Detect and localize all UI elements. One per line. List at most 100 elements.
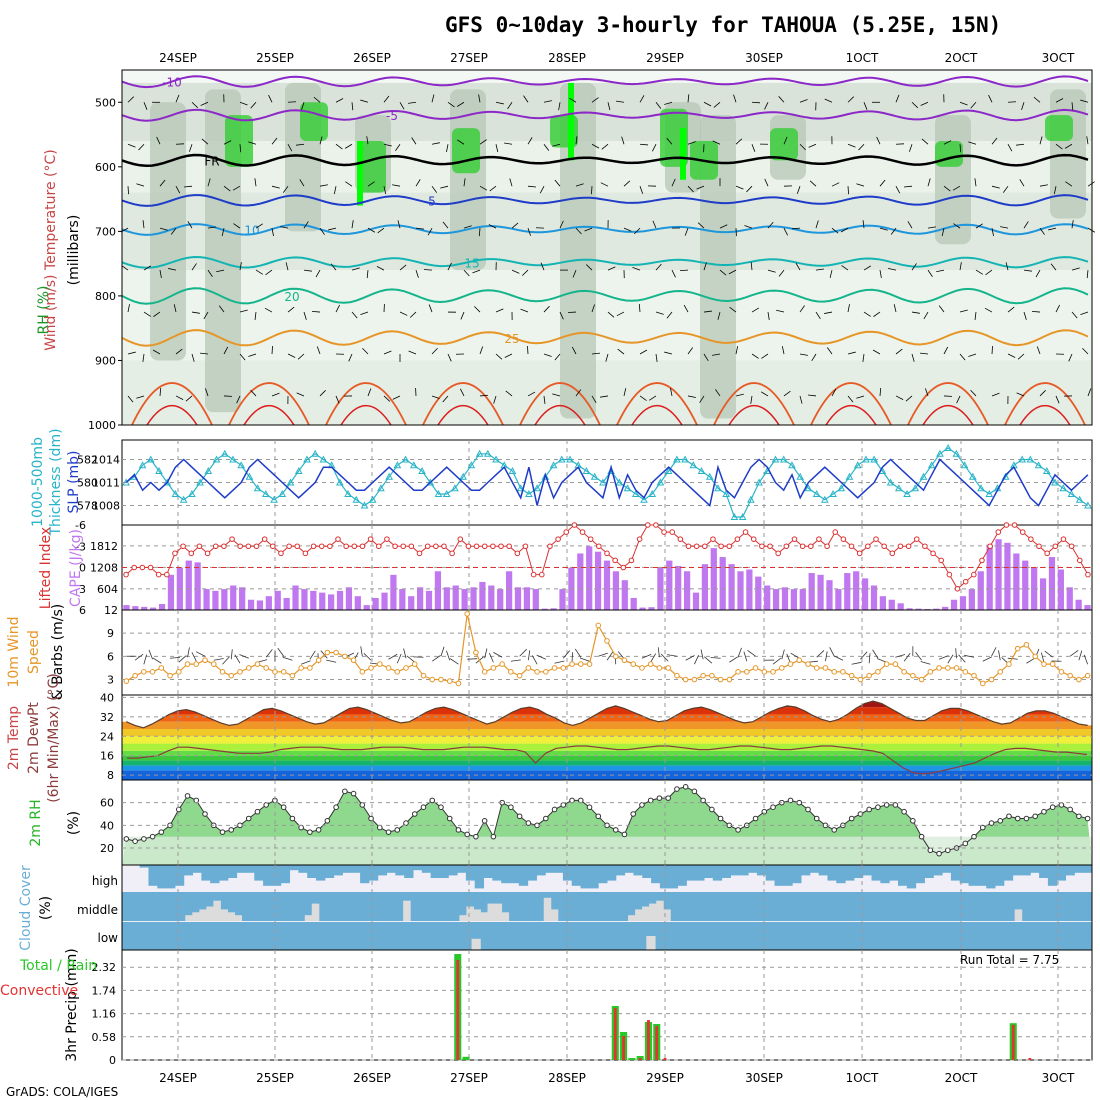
wind-speed-series-point — [971, 672, 977, 679]
rh-series-point — [892, 802, 899, 808]
thickness-series-point — [426, 478, 435, 486]
wind-barb — [943, 185, 951, 192]
wind-barb — [299, 179, 305, 187]
wind-barb — [399, 264, 407, 271]
wind-barb — [523, 95, 529, 103]
wind-barb — [447, 101, 455, 108]
cloud-clear-bar — [220, 909, 228, 921]
wind-barb — [1087, 388, 1092, 397]
pressure-tick: 500 — [95, 96, 116, 109]
wind-barb — [634, 227, 641, 235]
cloud-high-bar — [368, 865, 379, 881]
wind-speed-series-point — [717, 676, 724, 683]
wind-barb — [959, 309, 968, 313]
cape-bar — [123, 605, 130, 610]
wind-barb — [750, 395, 753, 404]
thickness-series-point — [788, 461, 796, 469]
wind-barb — [733, 94, 737, 103]
thickness-series-point — [188, 489, 196, 497]
wind-barb — [970, 389, 977, 397]
wind-barb — [285, 262, 289, 271]
wind-barb — [153, 311, 161, 317]
wind-barb — [185, 395, 193, 402]
rh-series-point — [184, 793, 191, 799]
wind-barb — [255, 269, 263, 275]
wind-barb — [152, 349, 161, 355]
wind-barb — [127, 351, 136, 355]
rh-series-point — [1006, 813, 1012, 820]
cloud-clear-bar — [459, 915, 467, 921]
wind-barb — [617, 348, 625, 355]
wind-barb — [927, 178, 931, 187]
cloud-high-bar — [192, 865, 202, 873]
wind-barb — [257, 659, 268, 663]
thickness-series-point — [557, 455, 566, 463]
pressure-tick: 700 — [95, 225, 116, 238]
cloud-high-bar — [139, 865, 149, 868]
cloud-high-bar — [933, 865, 943, 876]
slp-series — [125, 458, 1089, 507]
cloud-high-bar — [536, 865, 546, 876]
lifted-index-series-point — [302, 550, 309, 557]
cloud-high-bar — [712, 865, 723, 881]
wind-barb — [903, 653, 911, 662]
temp-tick: 32 — [100, 711, 114, 724]
lifted-index-series-point — [196, 543, 203, 550]
wind-barb — [687, 395, 696, 398]
wind-speed-series-point — [1006, 661, 1012, 667]
rh-series-point — [875, 804, 881, 811]
thickness-series-point — [599, 478, 607, 486]
wind-barb — [712, 140, 721, 145]
thickness-series-point — [393, 461, 402, 469]
wind-barb — [351, 220, 354, 229]
isotherm-30-loop — [228, 382, 310, 426]
wind-barb — [585, 264, 593, 271]
isotherm-30-loop — [1004, 382, 1086, 426]
cape-bar — [648, 607, 655, 610]
wind-speed-series-point — [237, 669, 243, 675]
wind-barb — [799, 99, 808, 103]
wind-speed-series-point — [691, 676, 698, 683]
cape-bar — [265, 596, 272, 610]
wind-barb — [159, 387, 162, 396]
thickness-series-point — [286, 478, 295, 486]
wind-barb — [383, 395, 391, 402]
lifted-index-series-point — [343, 543, 349, 550]
wind-barb — [985, 269, 993, 276]
wind-barb — [911, 101, 919, 109]
lifted-index-series-point — [979, 557, 985, 564]
rh-unit: (%) — [66, 811, 82, 835]
cloud-level-label: middle — [77, 903, 118, 917]
thickness-series-point — [352, 495, 361, 503]
wind-speed-series-point — [464, 611, 470, 617]
cape-bar — [292, 585, 299, 610]
wind-barb — [713, 101, 721, 108]
wind-barb — [639, 143, 649, 146]
cape-bar — [844, 573, 851, 610]
wind-barb — [175, 348, 183, 355]
cape-bar — [301, 589, 308, 610]
wind-barb — [1023, 269, 1032, 272]
wind-barb — [479, 346, 484, 355]
wind-barb — [811, 353, 817, 361]
wind-barb — [191, 101, 199, 109]
pressure-tick: 1000 — [88, 419, 116, 432]
bottom-date-axis: 24SEP 25SEP 26SEP 27SEP 28SEP 29SEP 30SEP 1OCT 2… — [159, 1071, 1075, 1085]
rh-series-point — [429, 797, 436, 804]
lifted-index-series-point — [587, 536, 594, 542]
lifted-index-series-point — [481, 543, 488, 550]
cloud-clear-bar — [213, 900, 221, 921]
rh-series-point — [551, 806, 558, 813]
wind-barb — [863, 102, 868, 110]
wind-barb — [223, 346, 229, 355]
isotherm-30-loop — [810, 382, 892, 426]
wind-barb — [571, 652, 573, 663]
thickness-series-point — [253, 484, 262, 492]
cape-bar — [764, 585, 771, 610]
thickness-series-point — [541, 472, 550, 480]
thickness-series-point — [549, 461, 558, 469]
wind-barb — [671, 178, 676, 187]
li-tick: -3 — [75, 540, 86, 553]
wind-barb — [156, 136, 161, 145]
cape-bar — [950, 599, 958, 610]
